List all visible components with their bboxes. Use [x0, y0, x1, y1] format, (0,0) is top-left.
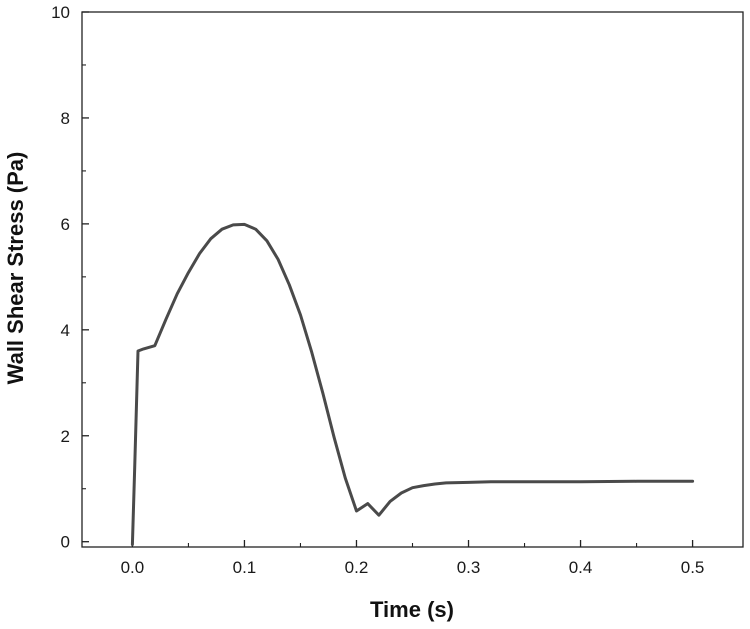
x-tick-label: 0.4 — [569, 558, 593, 577]
y-tick-label: 8 — [61, 109, 70, 128]
series-line — [130, 222, 695, 546]
x-axis-title: Time (s) — [370, 597, 454, 622]
y-tick-label: 4 — [61, 321, 70, 340]
y-axis-ticks: 0 2 4 6 8 10 — [51, 3, 89, 552]
x-tick-label: 0.3 — [457, 558, 481, 577]
x-tick-label: 0.2 — [345, 558, 369, 577]
x-tick-label: 0.5 — [681, 558, 705, 577]
y-tick-label: 0 — [61, 533, 70, 552]
y-axis-title: Wall Shear Stress (Pa) — [3, 152, 28, 385]
x-tick-label: 0.0 — [121, 558, 145, 577]
x-axis-ticks: 0.0 0.1 0.2 0.3 0.4 0.5 — [121, 540, 705, 577]
plot-frame — [81, 11, 744, 548]
y-tick-label: 2 — [61, 427, 70, 446]
x-tick-label: 0.1 — [233, 558, 257, 577]
y-tick-label: 10 — [51, 3, 70, 22]
y-tick-label: 6 — [61, 215, 70, 234]
